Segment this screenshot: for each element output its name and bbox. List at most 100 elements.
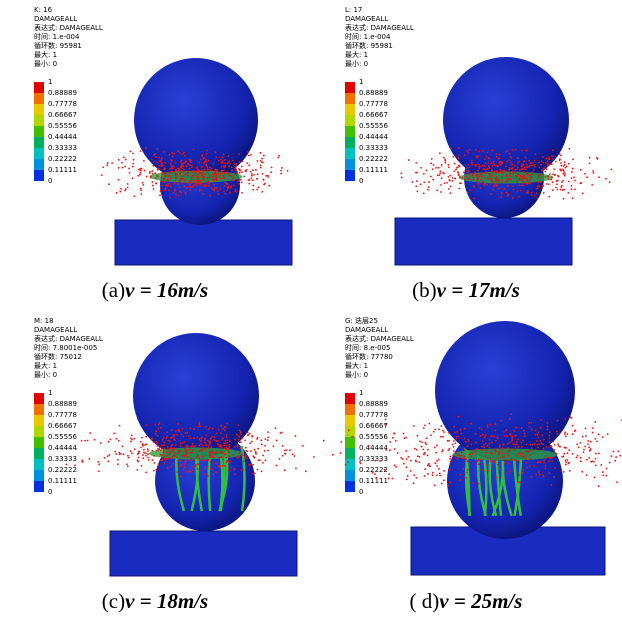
- debris: [100, 442, 102, 444]
- debris: [119, 425, 121, 427]
- debris: [246, 457, 248, 459]
- debris: [452, 443, 454, 445]
- debris: [439, 172, 441, 174]
- debris: [260, 152, 262, 154]
- debris: [222, 175, 224, 177]
- header-line: 循环数: 95981: [34, 41, 82, 50]
- debris: [224, 159, 226, 161]
- debris: [264, 445, 266, 447]
- figure: K: 16DAMAGEALL表达式: DAMAGEALL时间: 1.e-004循…: [0, 0, 622, 622]
- debris: [491, 162, 493, 164]
- debris: [228, 469, 230, 471]
- legend-swatch: [345, 426, 355, 437]
- debris: [500, 193, 502, 195]
- debris: [510, 173, 512, 175]
- debris: [160, 164, 162, 166]
- debris: [163, 437, 165, 439]
- debris: [180, 166, 182, 168]
- debris: [517, 157, 519, 159]
- legend-label: 0.44444: [48, 444, 77, 452]
- debris: [590, 448, 592, 450]
- debris: [566, 433, 568, 435]
- debris: [225, 171, 227, 173]
- debris: [200, 159, 202, 161]
- debris: [159, 422, 161, 424]
- debris: [422, 449, 424, 451]
- debris: [403, 463, 405, 465]
- debris: [202, 171, 204, 173]
- debris: [206, 167, 208, 169]
- debris: [543, 476, 545, 478]
- debris: [458, 155, 460, 157]
- debris: [450, 456, 452, 458]
- debris: [496, 176, 498, 178]
- debris: [161, 162, 163, 164]
- debris: [222, 465, 224, 467]
- debris: [432, 179, 434, 181]
- legend-label: 0.22222: [359, 155, 388, 163]
- debris: [212, 173, 214, 175]
- debris: [556, 430, 558, 432]
- debris: [237, 180, 239, 182]
- debris: [384, 424, 386, 426]
- debris: [180, 445, 182, 447]
- debris: [332, 454, 334, 456]
- debris: [248, 183, 250, 185]
- debris: [516, 443, 518, 445]
- debris: [213, 163, 215, 165]
- debris: [509, 153, 511, 155]
- legend-label: 0.33333: [48, 455, 77, 463]
- debris: [234, 445, 236, 447]
- debris: [235, 450, 237, 452]
- legend-label: 1: [359, 78, 363, 86]
- debris: [514, 165, 516, 167]
- debris: [413, 482, 415, 484]
- debris: [163, 168, 165, 170]
- debris: [549, 437, 551, 439]
- debris: [496, 153, 498, 155]
- debris: [180, 443, 182, 445]
- debris: [561, 165, 563, 167]
- debris: [229, 192, 231, 194]
- debris: [151, 159, 153, 161]
- debris: [517, 180, 519, 182]
- debris: [550, 179, 552, 181]
- debris: [513, 430, 515, 432]
- debris: [139, 172, 141, 174]
- debris: [389, 441, 391, 443]
- debris: [574, 188, 576, 190]
- debris: [203, 442, 205, 444]
- debris: [245, 170, 247, 172]
- debris: [486, 152, 488, 154]
- debris: [592, 432, 594, 434]
- debris: [545, 176, 547, 178]
- debris: [111, 162, 113, 164]
- debris: [254, 449, 256, 451]
- debris: [414, 448, 416, 450]
- legend-label: 0.44444: [48, 133, 77, 141]
- debris: [439, 473, 441, 475]
- debris: [491, 169, 493, 171]
- debris: [125, 159, 127, 161]
- debris: [407, 456, 409, 458]
- debris: [453, 446, 455, 448]
- debris: [611, 455, 613, 457]
- debris: [267, 436, 269, 438]
- debris: [215, 462, 217, 464]
- debris: [147, 457, 149, 459]
- debris: [392, 478, 394, 480]
- debris: [142, 454, 144, 456]
- debris: [589, 162, 591, 164]
- debris: [216, 169, 218, 171]
- debris: [444, 162, 446, 164]
- debris: [498, 188, 500, 190]
- debris: [506, 459, 508, 461]
- debris: [210, 438, 212, 440]
- debris: [101, 174, 103, 176]
- debris: [586, 474, 588, 476]
- debris: [436, 460, 438, 462]
- debris: [173, 434, 175, 436]
- debris: [181, 182, 183, 184]
- debris: [212, 452, 214, 454]
- legend-label: 0.88889: [359, 89, 388, 97]
